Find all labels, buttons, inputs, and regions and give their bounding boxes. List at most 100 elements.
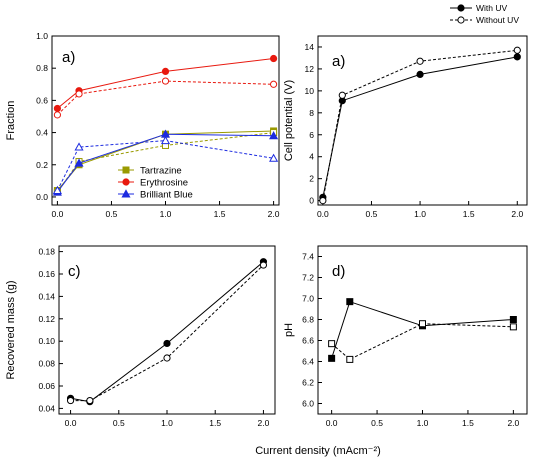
legend-marker	[457, 4, 465, 12]
y-tick-label: 1.0	[36, 31, 48, 41]
y-tick-label: 7.4	[302, 252, 314, 262]
y-tick-label: 7.2	[302, 273, 314, 283]
data-point	[269, 153, 279, 162]
y-axis-label: pH	[283, 323, 295, 337]
y-tick-label: 0.04	[38, 403, 55, 413]
data-point	[161, 67, 170, 76]
y-tick-label: 0.14	[38, 291, 55, 301]
y-tick-label: 6.4	[302, 357, 314, 367]
y-tick-label: 7.0	[302, 294, 314, 304]
y-tick-label: 0.16	[38, 269, 55, 279]
plot-frame	[317, 35, 528, 206]
y-tick-label: 0.06	[38, 381, 55, 391]
data-point	[269, 80, 278, 88]
series-line	[331, 323, 514, 360]
y-tick-label: 0.10	[38, 336, 55, 346]
series-line	[70, 264, 264, 402]
y-tick-label: 8	[309, 108, 314, 118]
series-line	[56, 140, 274, 191]
y-tick-label: 0.0	[36, 192, 48, 202]
data-point	[319, 197, 327, 205]
chart-panel-2: 0.0 0.5 1.0 1.5 2.0 0 2 4 6 8 10 12 14 Cell potential…	[283, 3, 528, 219]
y-tick-label: 2	[309, 174, 314, 184]
data-point	[419, 320, 426, 328]
data-point	[53, 111, 62, 119]
data-point	[161, 77, 170, 85]
y-tick-label: 12	[305, 64, 315, 74]
data-point	[509, 323, 517, 331]
legend-marker	[457, 16, 465, 24]
data-point	[513, 46, 521, 54]
data-point	[74, 142, 84, 151]
data-point	[160, 135, 171, 145]
plot-frame	[317, 245, 528, 415]
legend-label: Without UV	[476, 15, 519, 25]
data-point	[328, 354, 336, 362]
legend-label: Brilliant Blue	[140, 190, 193, 201]
x-tick-label: 1.5	[214, 209, 226, 219]
data-point	[346, 355, 354, 363]
x-tick-label: 1.5	[209, 418, 221, 428]
data-point	[416, 70, 424, 79]
series-line	[331, 301, 514, 359]
data-point	[75, 90, 83, 98]
data-point	[86, 396, 94, 405]
x-tick-label: 0.5	[113, 418, 125, 428]
legend-label: With UV	[476, 3, 508, 13]
x-tick-label: 2.0	[258, 418, 270, 428]
chart-panel-4: 0.0 0.5 1.0 1.5 2.0 6.0 6.2 6.4 6.6 6.8 7.0 7.2 7.4 p…	[283, 245, 528, 428]
x-tick-label: 1.0	[414, 209, 426, 219]
series-line	[56, 133, 274, 193]
legend-marker	[122, 166, 130, 174]
legend-label: Erythrosine	[140, 178, 188, 189]
data-point	[259, 261, 268, 269]
series-line	[70, 261, 264, 403]
legend-marker	[121, 189, 131, 198]
y-tick-label: 0	[309, 196, 314, 206]
series-line	[322, 49, 518, 201]
y-tick-label: 0.8	[36, 63, 48, 73]
data-point	[52, 185, 62, 194]
y-tick-label: 0.08	[38, 359, 55, 369]
data-point	[163, 354, 171, 362]
x-tick-label: 0.5	[366, 209, 378, 219]
data-point	[74, 158, 84, 167]
y-tick-label: 0.4	[36, 128, 48, 138]
shared-x-axis-label: Current density (mAcm⁻²)	[255, 445, 381, 457]
x-tick-label: 2.0	[511, 209, 523, 219]
data-point	[53, 104, 62, 113]
x-tick-label: 0.5	[371, 418, 383, 428]
series-line	[57, 58, 274, 109]
y-tick-label: 6.2	[302, 378, 314, 388]
data-point	[513, 53, 521, 61]
legend-marker	[122, 178, 130, 186]
y-tick-label: 6.8	[302, 315, 314, 325]
data-point	[163, 339, 171, 348]
x-tick-label: 0.0	[65, 418, 77, 428]
y-tick-label: 0.2	[36, 160, 48, 170]
series-line	[57, 80, 274, 116]
series-line	[56, 132, 274, 193]
x-tick-label: 0.0	[317, 209, 329, 219]
panel-label: c)	[68, 263, 81, 280]
data-point	[269, 131, 279, 140]
y-tick-label: 6.0	[302, 399, 314, 409]
data-point	[66, 396, 75, 405]
x-tick-label: 1.0	[417, 418, 429, 428]
data-point	[416, 57, 424, 65]
x-tick-label: 0.0	[51, 209, 63, 219]
x-tick-label: 0.5	[106, 209, 118, 219]
data-point	[338, 91, 346, 99]
chart-panel-3: 0.0 0.5 1.0 1.5 2.0 0.04 0.06 0.08 0.10 0.12 0.14 0…	[5, 245, 276, 428]
y-tick-label: 6	[309, 130, 314, 140]
data-point	[328, 340, 336, 348]
chart-panel-1: 0.0 0.5 1.0 1.5 2.0 0.0 0.2 0.4 0.6 0.8 1.0 Fractio…	[5, 31, 280, 219]
x-tick-label: 2.0	[268, 209, 280, 219]
panel-label: d)	[332, 263, 345, 280]
plot-frame	[58, 245, 276, 415]
x-tick-label: 1.0	[161, 418, 173, 428]
x-tick-label: 1.0	[160, 209, 172, 219]
x-tick-label: 1.5	[463, 209, 475, 219]
x-tick-label: 1.5	[462, 418, 474, 428]
